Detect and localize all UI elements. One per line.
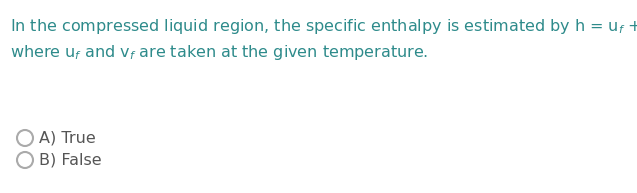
Text: B) False: B) False (39, 152, 102, 168)
Text: In the compressed liquid region, the specific enthalpy is estimated by h = u$_f$: In the compressed liquid region, the spe… (10, 18, 637, 37)
Text: A) True: A) True (39, 130, 96, 146)
Text: where u$_f$ and v$_f$ are taken at the given temperature.: where u$_f$ and v$_f$ are taken at the g… (10, 43, 428, 62)
